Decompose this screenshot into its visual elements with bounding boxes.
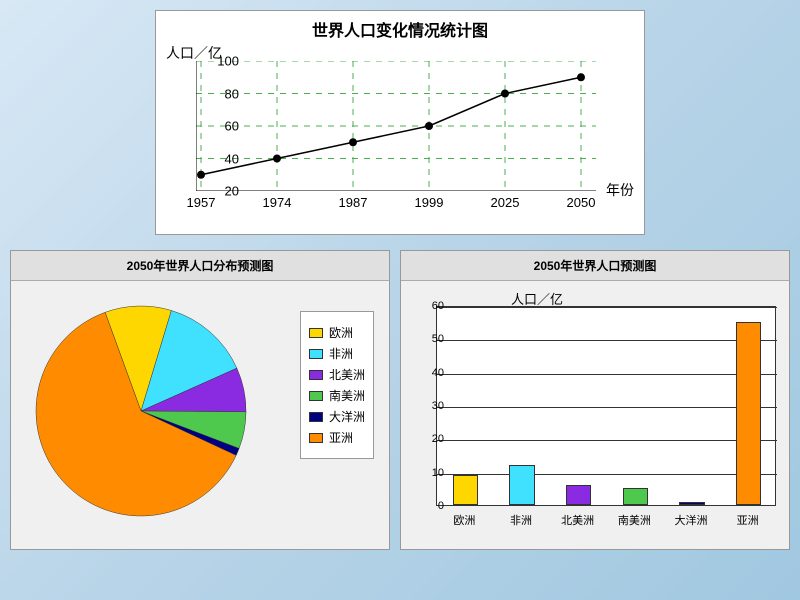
legend-label: 亚洲 (329, 429, 353, 446)
bar-gridline (437, 374, 777, 375)
line-xtick: 2050 (567, 195, 596, 210)
bar-ytick: 10 (432, 467, 444, 479)
bar (736, 322, 762, 505)
bar-ytick: 60 (432, 300, 444, 312)
legend-swatch (309, 370, 323, 380)
line-xtick: 1974 (263, 195, 292, 210)
line-xtick: 1999 (415, 195, 444, 210)
bar (679, 502, 705, 505)
legend-item: 南美洲 (309, 387, 365, 404)
line-ytick: 100 (217, 54, 239, 69)
bar-ytick: 20 (432, 433, 444, 445)
bar-gridline (437, 340, 777, 341)
bar-chart-plot (436, 306, 776, 506)
legend-label: 北美洲 (329, 366, 365, 383)
legend-item: 大洋洲 (309, 408, 365, 425)
line-ytick: 60 (225, 119, 239, 134)
bar-ytick: 50 (432, 333, 444, 345)
legend-swatch (309, 328, 323, 338)
line-chart-xlabel: 年份 (606, 180, 634, 200)
legend-swatch (309, 433, 323, 443)
bar-ytick: 0 (438, 500, 444, 512)
line-ytick: 40 (225, 151, 239, 166)
legend-item: 欧洲 (309, 324, 365, 341)
line-ytick: 80 (225, 86, 239, 101)
line-xtick: 1987 (339, 195, 368, 210)
bar-xtick: 亚洲 (737, 512, 759, 528)
bar-xtick: 非洲 (510, 512, 532, 528)
line-chart-panel: 世界人口变化情况统计图 人口／亿 年份 20 40 60 80 100 1957 1974… (155, 10, 645, 235)
bar-chart-title: 2050年世界人口预测图 (401, 251, 789, 281)
bar-xtick: 北美洲 (561, 512, 594, 528)
bar-gridline (437, 307, 777, 308)
legend-label: 南美洲 (329, 387, 365, 404)
bar-gridline (437, 407, 777, 408)
line-ytick: 20 (225, 184, 239, 199)
bar-xtick: 欧洲 (453, 512, 475, 528)
pie-chart-panel: 2050年世界人口分布预测图 欧洲非洲北美洲南美洲大洋洲亚洲 (10, 250, 390, 550)
legend-swatch (309, 412, 323, 422)
bar-xtick: 南美洲 (618, 512, 651, 528)
line-xtick: 1957 (187, 195, 216, 210)
bar-chart-panel: 2050年世界人口预测图 人口／亿 0102030405060 欧洲非洲北美洲南… (400, 250, 790, 550)
pie-chart-plot (26, 291, 256, 521)
bar-ytick: 40 (432, 367, 444, 379)
legend-swatch (309, 391, 323, 401)
bar (509, 465, 535, 505)
bar-gridline (437, 440, 777, 441)
line-chart-title: 世界人口变化情况统计图 (156, 11, 644, 47)
legend-label: 大洋洲 (329, 408, 365, 425)
line-chart-ylabel: 人口／亿 (166, 43, 222, 63)
legend-item: 非洲 (309, 345, 365, 362)
legend-item: 亚洲 (309, 429, 365, 446)
legend-swatch (309, 349, 323, 359)
legend-label: 非洲 (329, 345, 353, 362)
legend-label: 欧洲 (329, 324, 353, 341)
bar (623, 488, 649, 505)
bar-gridline (437, 474, 777, 475)
line-chart-plot (196, 61, 596, 191)
bar (566, 485, 592, 505)
legend-item: 北美洲 (309, 366, 365, 383)
pie-chart-title: 2050年世界人口分布预测图 (11, 251, 389, 281)
bar (453, 475, 479, 505)
pie-chart-legend: 欧洲非洲北美洲南美洲大洋洲亚洲 (300, 311, 374, 459)
bar-ytick: 30 (432, 400, 444, 412)
line-xtick: 2025 (491, 195, 520, 210)
bar-xtick: 大洋洲 (675, 512, 708, 528)
